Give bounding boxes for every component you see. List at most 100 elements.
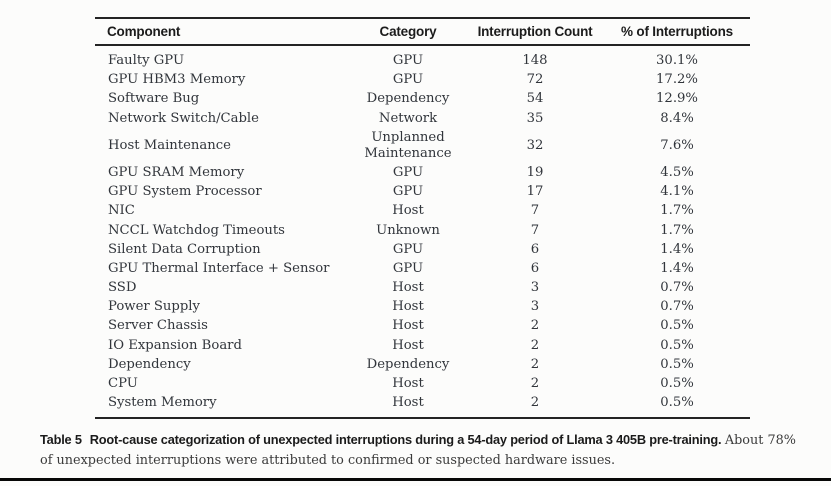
cell-component: Dependency <box>108 356 191 372</box>
cell-category: Unknown <box>376 222 440 238</box>
cell-pct: 1.7% <box>660 222 694 238</box>
cell-pct: 7.6% <box>660 137 694 153</box>
cell-pct: 1.7% <box>660 203 694 219</box>
column-header-component: Component <box>95 18 350 46</box>
cell-count: 54 <box>526 91 544 107</box>
cell-count: 6 <box>530 260 540 276</box>
table-row: GPU HBM3 Memory GPU 72 17.2% <box>95 71 750 90</box>
cell-component: GPU Thermal Interface + Sensor <box>108 260 330 276</box>
table-row: NCCL Watchdog Timeouts Unknown 7 1.7% <box>95 221 750 240</box>
cell-category: GPU <box>392 164 424 180</box>
cell-component: Power Supply <box>108 299 200 315</box>
table-row: Faulty GPU GPU 148 30.1% <box>95 45 750 71</box>
cell-pct: 0.5% <box>660 356 694 372</box>
cell-category: Host <box>392 280 424 296</box>
table-header: Component Category Interruption Count % … <box>95 18 750 46</box>
cell-pct: 1.4% <box>660 260 694 276</box>
cell-count: 19 <box>526 164 544 180</box>
cell-component: CPU <box>108 376 138 391</box>
cell-pct: 0.5% <box>660 395 694 411</box>
table-row: CPU Host 2 0.5% <box>95 374 750 393</box>
table-row: Silent Data Corruption GPU 6 1.4% <box>95 240 750 259</box>
column-header-pct-interruptions: % of Interruptions <box>604 18 750 46</box>
cell-count: 7 <box>530 222 540 238</box>
cell-component: Host Maintenance <box>108 137 231 153</box>
cell-category: Host <box>392 299 424 315</box>
cell-count: 2 <box>530 337 540 353</box>
caption-bold-text: Root-cause categorization of unexpected … <box>89 432 722 447</box>
column-header-interruption-count: Interruption Count <box>466 18 604 46</box>
cell-pct: 12.9% <box>656 91 698 107</box>
table-row: GPU Thermal Interface + Sensor GPU 6 1.4% <box>95 259 750 278</box>
cell-count: 7 <box>530 203 540 219</box>
table-row: GPU System Processor GPU 17 4.1% <box>95 183 750 202</box>
cell-component: Network Switch/Cable <box>108 110 259 126</box>
cell-category: GPU <box>392 72 424 88</box>
cell-pct: 0.5% <box>660 337 694 353</box>
cell-count: 72 <box>526 72 544 88</box>
cell-count: 32 <box>526 137 544 153</box>
table-row: System Memory Host 2 0.5% <box>95 394 750 419</box>
table-row: SSD Host 3 0.7% <box>95 278 750 297</box>
cell-pct: 17.2% <box>656 72 698 88</box>
table-row: Server Chassis Host 2 0.5% <box>95 317 750 336</box>
cell-component: SSD <box>108 280 137 296</box>
cell-category: Network <box>378 110 438 126</box>
cell-component: Silent Data Corruption <box>108 241 261 257</box>
frame-bottom-divider <box>0 478 831 481</box>
table-row: Software Bug Dependency 54 12.9% <box>95 90 750 109</box>
cell-count: 6 <box>530 241 540 257</box>
cell-category: Unplanned Maintenance <box>364 129 452 161</box>
cell-count: 148 <box>522 53 548 68</box>
cell-pct: 8.4% <box>660 110 694 126</box>
table-row: IO Expansion Board Host 2 0.5% <box>95 336 750 355</box>
cell-count: 2 <box>530 318 540 334</box>
cell-category: Dependency <box>366 356 450 372</box>
table-caption: Table 5 Root-cause categorization of unex… <box>40 430 798 470</box>
cell-pct: 4.5% <box>660 164 694 180</box>
cell-pct: 1.4% <box>660 241 694 257</box>
interruptions-table: Component Category Interruption Count % … <box>95 17 750 420</box>
cell-component: System Memory <box>108 395 217 411</box>
cell-component: GPU HBM3 Memory <box>108 72 246 88</box>
header-row: Component Category Interruption Count % … <box>95 18 750 46</box>
cell-component: Server Chassis <box>108 318 208 334</box>
cell-category: Dependency <box>366 91 450 107</box>
cell-component: Software Bug <box>108 91 200 107</box>
cell-pct: 0.7% <box>660 299 694 315</box>
cell-category: GPU <box>392 184 424 200</box>
cell-category: GPU <box>392 241 424 257</box>
table-row: Power Supply Host 3 0.7% <box>95 298 750 317</box>
cell-pct: 0.7% <box>660 280 694 296</box>
cell-count: 35 <box>526 110 544 126</box>
cell-pct: 0.5% <box>660 318 694 334</box>
cell-category: GPU <box>392 53 424 68</box>
cell-component: GPU System Processor <box>108 184 262 200</box>
table-row: Host Maintenance Unplanned Maintenance 32 7… <box>95 128 750 163</box>
table-row: NIC Host 7 1.7% <box>95 202 750 221</box>
cell-component: GPU SRAM Memory <box>108 164 245 180</box>
cell-count: 3 <box>530 280 540 296</box>
cell-count: 17 <box>526 184 544 200</box>
cell-component: Faulty GPU <box>108 53 185 68</box>
table-row: GPU SRAM Memory GPU 19 4.5% <box>95 163 750 182</box>
cell-pct: 4.1% <box>660 184 694 200</box>
cell-pct: 30.1% <box>656 53 698 68</box>
cell-category: Host <box>392 337 424 353</box>
cell-count: 3 <box>530 299 540 315</box>
caption-body-text: About 78% of unexpected interruptions we… <box>40 433 796 468</box>
cell-category: Host <box>392 318 424 334</box>
table-row: Network Switch/Cable Network 35 8.4% <box>95 109 750 128</box>
cell-component: NIC <box>108 203 135 219</box>
cell-count: 2 <box>530 376 540 391</box>
cell-component: IO Expansion Board <box>108 337 242 353</box>
cell-count: 2 <box>530 395 540 411</box>
interruptions-table-container: Component Category Interruption Count % … <box>95 17 750 420</box>
table-row: Dependency Dependency 2 0.5% <box>95 355 750 374</box>
table-body: Faulty GPU GPU 148 30.1% GPU HBM3 Memory GPU 7… <box>95 45 750 418</box>
cell-category: GPU <box>392 260 424 276</box>
cell-component: NCCL Watchdog Timeouts <box>108 222 285 238</box>
column-header-category: Category <box>350 18 466 46</box>
cell-category: Host <box>392 376 424 391</box>
